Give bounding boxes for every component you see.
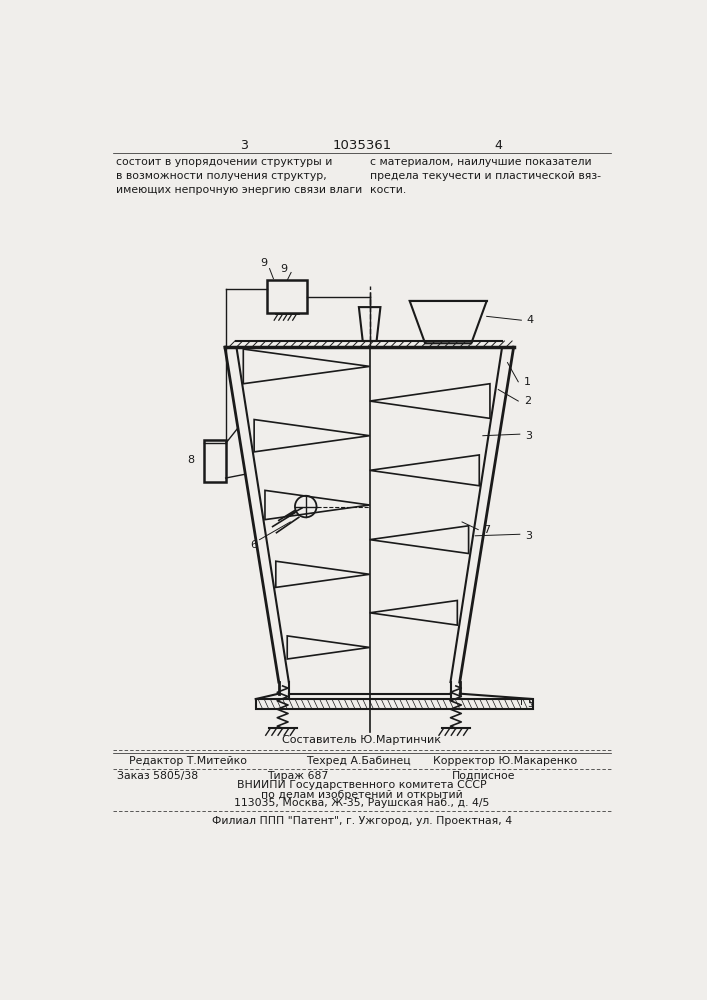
Text: 1035361: 1035361 — [332, 139, 392, 152]
Text: Составитель Ю.Мартинчик: Составитель Ю.Мартинчик — [283, 735, 441, 745]
Bar — [267, 280, 308, 312]
Text: ВНИИПИ Государственного комитета СССР: ВНИИПИ Государственного комитета СССР — [237, 780, 486, 790]
Text: Корректор Ю.Макаренко: Корректор Ю.Макаренко — [433, 756, 577, 766]
Text: Техред А.Бабинец: Техред А.Бабинец — [305, 756, 410, 766]
Text: 9: 9 — [280, 264, 287, 274]
Text: 6: 6 — [251, 540, 257, 550]
Text: 4: 4 — [494, 139, 502, 152]
Bar — [204, 440, 226, 482]
Text: с материалом, наилучшие показатели
предела текучести и пластической вяз-
кости.: с материалом, наилучшие показатели преде… — [370, 157, 601, 195]
Text: Филиал ППП "Патент", г. Ужгород, ул. Проектная, 4: Филиал ППП "Патент", г. Ужгород, ул. Про… — [212, 816, 512, 826]
Text: 7: 7 — [483, 525, 490, 535]
Text: 1: 1 — [524, 377, 531, 387]
Text: 3: 3 — [525, 531, 532, 541]
Text: состоит в упорядочении структуры и
в возможности получения структур,
имеющих неп: состоит в упорядочении структуры и в воз… — [115, 157, 362, 195]
Text: 3: 3 — [525, 431, 532, 441]
Text: по делам изобретений и открытий: по делам изобретений и открытий — [261, 790, 463, 800]
Text: 113035, Москва, Ж-35, Раушская наб., д. 4/5: 113035, Москва, Ж-35, Раушская наб., д. … — [234, 798, 490, 808]
Bar — [256, 699, 533, 709]
Text: Тираж 687: Тираж 687 — [267, 771, 329, 781]
Text: 9: 9 — [260, 258, 267, 268]
Text: 4: 4 — [527, 315, 534, 325]
Text: 2: 2 — [524, 396, 531, 406]
Text: Редактор Т.Митейко: Редактор Т.Митейко — [129, 756, 247, 766]
Text: Заказ 5805/38: Заказ 5805/38 — [117, 771, 198, 781]
Text: Подписное: Подписное — [452, 771, 515, 781]
Text: 5: 5 — [527, 699, 534, 709]
Text: 3: 3 — [240, 139, 248, 152]
Text: 8: 8 — [187, 455, 194, 465]
